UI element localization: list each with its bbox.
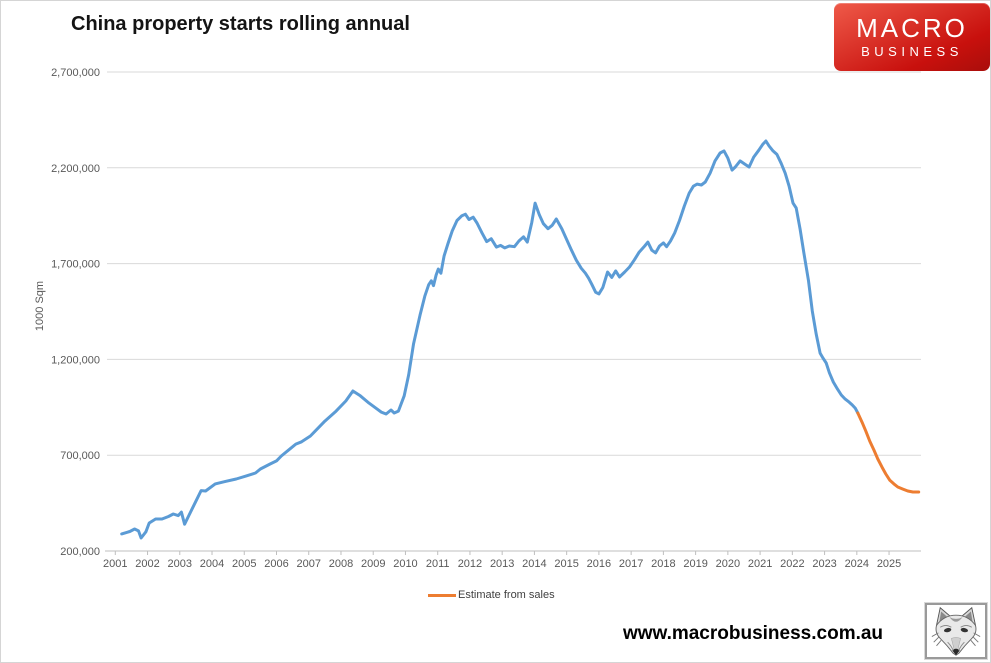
svg-text:2004: 2004: [200, 558, 224, 570]
line-chart: 200,000 700,000 1,200,000 1,700,000 2,200,00…: [34, 67, 921, 570]
svg-text:2022: 2022: [780, 558, 804, 570]
svg-text:2001: 2001: [103, 558, 127, 570]
macrobusiness-logo: MACRO BUSINESS: [834, 3, 990, 71]
svg-text:2006: 2006: [264, 558, 288, 570]
svg-text:1000 Sqm: 1000 Sqm: [34, 281, 46, 331]
svg-text:2015: 2015: [554, 558, 578, 570]
logo-line-2: BUSINESS: [861, 44, 963, 60]
svg-text:2014: 2014: [522, 558, 546, 570]
svg-text:700,000: 700,000: [60, 450, 100, 462]
svg-text:1,200,000: 1,200,000: [51, 354, 100, 366]
svg-text:2010: 2010: [393, 558, 417, 570]
svg-text:2019: 2019: [683, 558, 707, 570]
svg-text:2009: 2009: [361, 558, 385, 570]
svg-text:2003: 2003: [168, 558, 192, 570]
logo-line-1: MACRO: [856, 12, 968, 43]
svg-text:2013: 2013: [490, 558, 514, 570]
svg-text:2020: 2020: [716, 558, 740, 570]
wolf-logo-image: [924, 602, 988, 660]
svg-text:2005: 2005: [232, 558, 256, 570]
legend-line-swatch: [428, 593, 456, 597]
svg-text:2017: 2017: [619, 558, 643, 570]
svg-text:2011: 2011: [426, 558, 450, 570]
svg-text:2012: 2012: [458, 558, 482, 570]
svg-text:2024: 2024: [845, 558, 869, 570]
svg-text:2007: 2007: [296, 558, 320, 570]
svg-text:2008: 2008: [329, 558, 353, 570]
svg-text:2025: 2025: [877, 558, 901, 570]
svg-text:2,200,000: 2,200,000: [51, 163, 100, 175]
chart-title: China property starts rolling annual: [71, 13, 410, 35]
wolf-face-icon: [927, 605, 985, 657]
svg-text:200,000: 200,000: [60, 546, 100, 558]
footer-url: www.macrobusiness.com.au: [622, 623, 884, 644]
legend: Estimate from sales: [428, 589, 555, 601]
svg-text:2021: 2021: [748, 558, 772, 570]
legend-label: Estimate from sales: [458, 589, 555, 601]
svg-text:2018: 2018: [651, 558, 675, 570]
svg-text:2016: 2016: [587, 558, 611, 570]
svg-text:1,700,000: 1,700,000: [51, 259, 100, 271]
svg-text:2023: 2023: [812, 558, 836, 570]
svg-text:2002: 2002: [135, 558, 159, 570]
svg-text:2,700,000: 2,700,000: [51, 67, 100, 79]
